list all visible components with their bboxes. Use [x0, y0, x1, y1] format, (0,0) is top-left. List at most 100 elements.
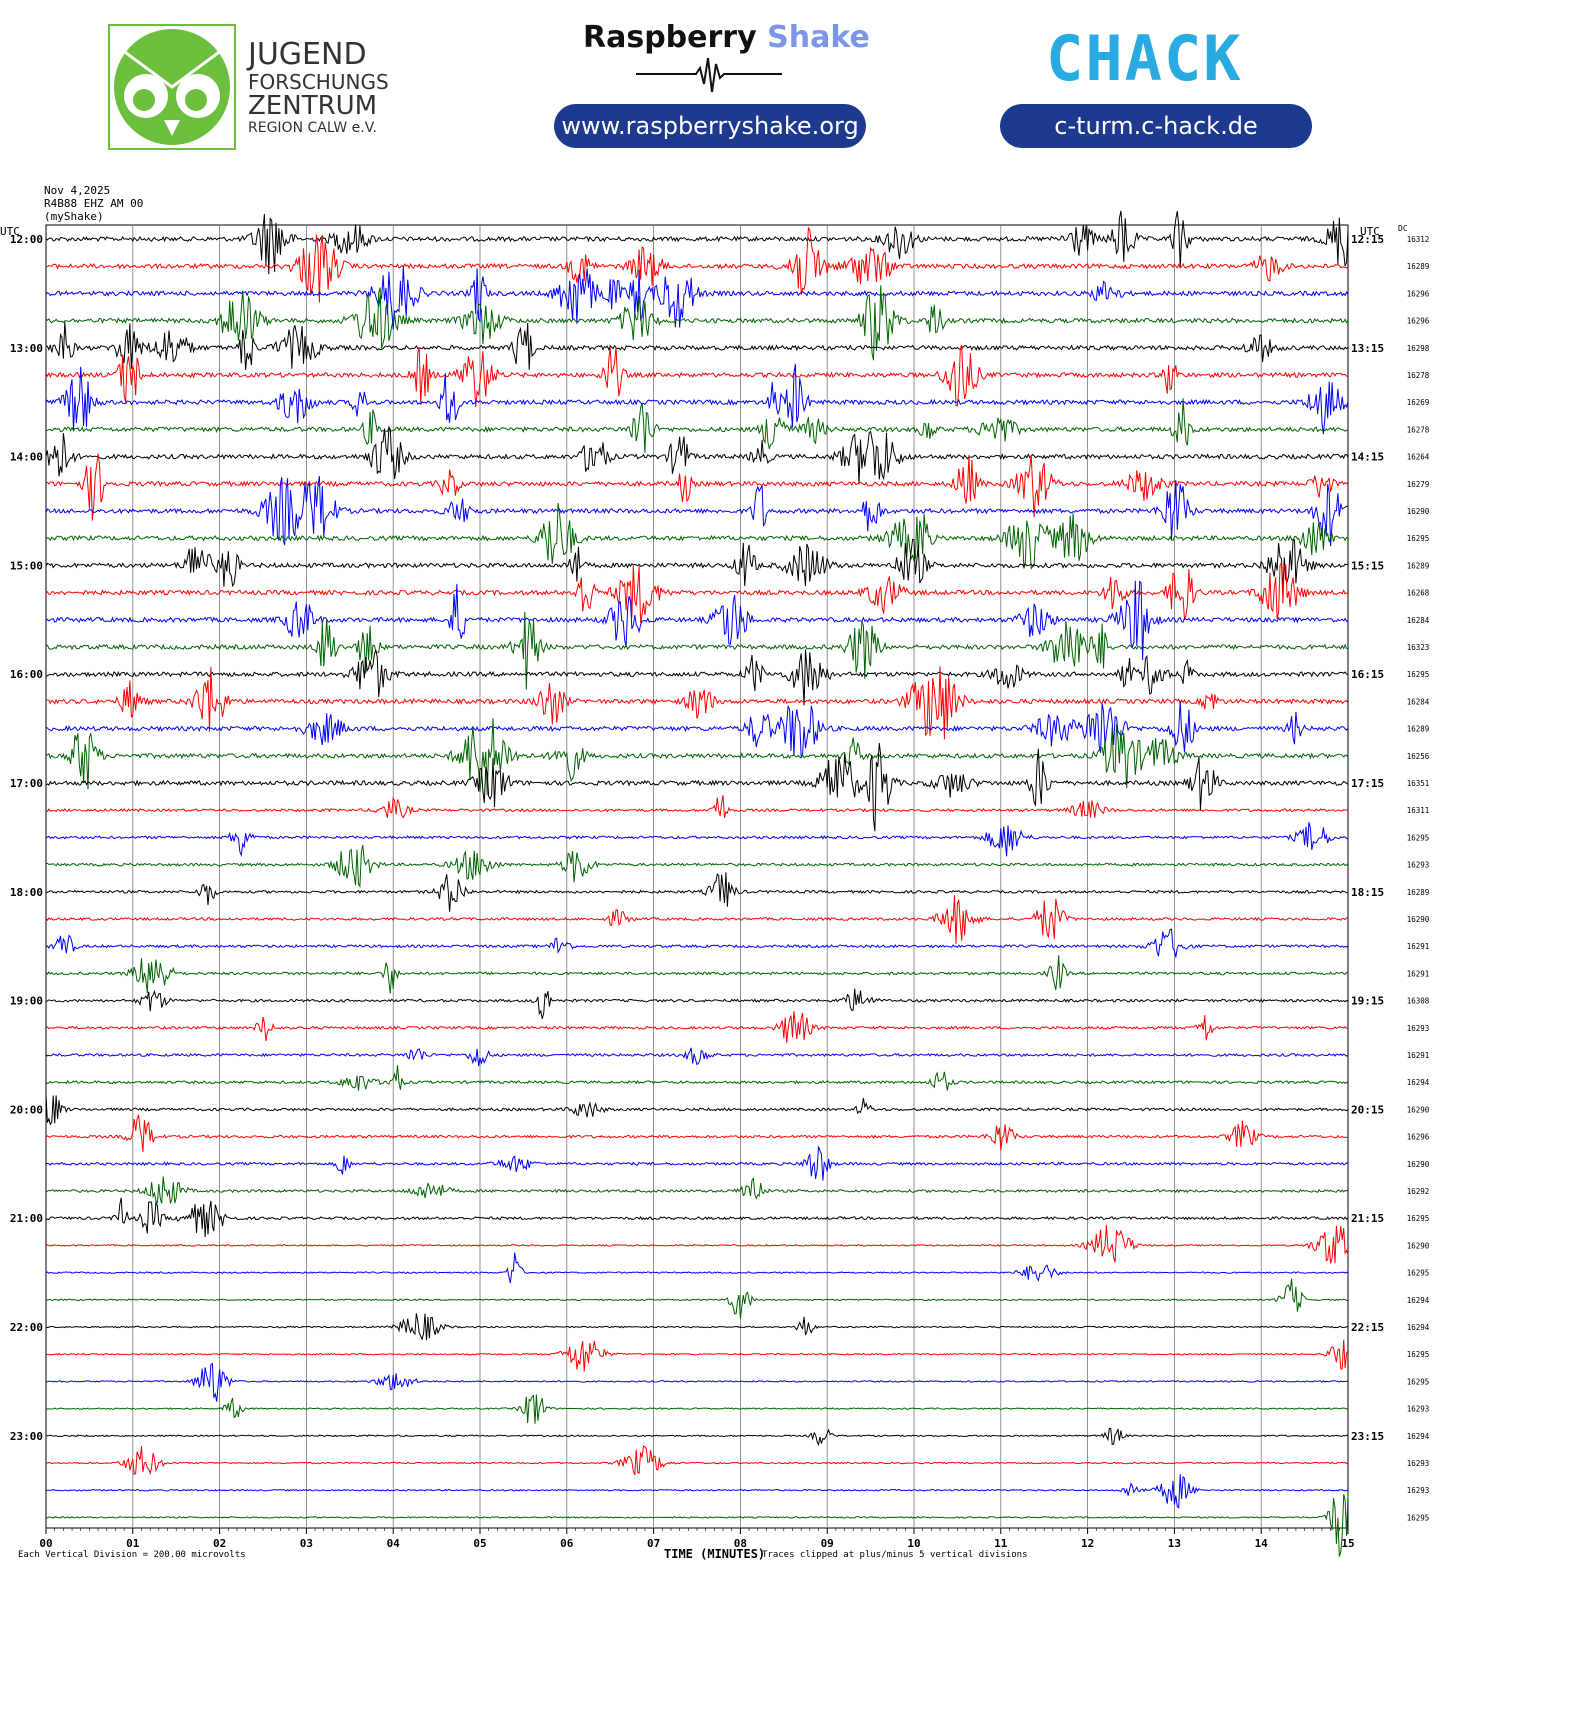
dc-offset-label: 16284: [1407, 697, 1430, 706]
hour-label-right: 22:15: [1351, 1321, 1384, 1334]
x-tick-label: 06: [560, 1537, 574, 1550]
chack-url-link[interactable]: c-turm.c-hack.de: [1000, 104, 1312, 148]
trace-27: [45, 928, 1349, 958]
dc-offset-label: 16295: [1407, 1513, 1430, 1522]
dc-offset-label: 16289: [1407, 888, 1430, 897]
dc-offset-label: 16293: [1407, 1459, 1430, 1468]
trace-24: [45, 844, 1349, 888]
dc-offset-label: 16256: [1407, 752, 1430, 761]
dc-offset-label: 16290: [1407, 1241, 1430, 1250]
dc-offset-label: 16269: [1407, 398, 1430, 407]
trace-3: [45, 265, 1349, 330]
trace-32: [45, 1065, 1349, 1091]
hour-label-right: 17:15: [1351, 777, 1384, 790]
dc-offset-label: 16294: [1407, 1323, 1430, 1332]
x-tick-label: 00: [39, 1537, 52, 1550]
dc-offset-label: 16296: [1407, 289, 1430, 298]
dc-offset-label: 16291: [1407, 1051, 1430, 1060]
dc-offset-label: 16295: [1407, 1269, 1430, 1278]
hour-label-right: 14:15: [1351, 451, 1384, 464]
dc-offset-label: 16298: [1407, 344, 1430, 353]
dc-offset-label: 16295: [1407, 1350, 1430, 1359]
x-tick-label: 15: [1341, 1537, 1354, 1550]
trace-44: [45, 1394, 1348, 1424]
x-tick-label: 05: [473, 1537, 486, 1550]
hour-label-right: 12:15: [1351, 233, 1384, 246]
dc-offset-label: 16290: [1407, 915, 1430, 924]
trace-13: [45, 538, 1349, 589]
trace-20: [45, 718, 1349, 796]
x-tick-label: 07: [647, 1537, 660, 1550]
rs-word2: Shake: [767, 20, 870, 55]
trace-26: [45, 895, 1349, 945]
hour-label-left: 23:00: [10, 1430, 43, 1443]
trace-4: [45, 285, 1349, 361]
dc-offset-label: 16294: [1407, 1432, 1430, 1441]
trace-12: [45, 502, 1349, 570]
hour-label-left: 16:00: [10, 668, 43, 681]
x-tick-label: 14: [1255, 1537, 1269, 1550]
x-tick-label: 09: [821, 1537, 834, 1550]
x-tick-label: 12: [1081, 1537, 1094, 1550]
dc-offset-label: 16323: [1407, 643, 1430, 652]
seismogram-icon: [636, 57, 782, 93]
raspberryshake-url-link[interactable]: www.raspberryshake.org: [554, 104, 866, 148]
trace-11: [45, 476, 1349, 547]
hour-label-right: 18:15: [1351, 886, 1384, 899]
dc-offset-label: 16291: [1407, 942, 1430, 951]
trace-31: [45, 1047, 1349, 1067]
dc-offset-label: 16296: [1407, 317, 1430, 326]
trace-8: [45, 398, 1349, 453]
hour-label-right: 13:15: [1351, 342, 1384, 355]
xlabel: TIME (MINUTES): [664, 1547, 766, 1561]
x-tick-label: 11: [994, 1537, 1008, 1550]
trace-6: [45, 345, 1349, 407]
trace-28: [45, 955, 1349, 994]
trace-48: [45, 1492, 1349, 1557]
hour-label-right: 23:15: [1351, 1430, 1384, 1443]
hour-label-right: 16:15: [1351, 668, 1384, 681]
dc-offset-label: 16293: [1407, 1486, 1430, 1495]
trace-9: [45, 425, 1349, 485]
trace-16: [45, 611, 1349, 690]
trace-43: [45, 1362, 1349, 1402]
dc-offset-label: 16295: [1407, 534, 1430, 543]
hour-label-right: 21:15: [1351, 1212, 1384, 1225]
dc-offset-label: 16296: [1407, 1133, 1430, 1142]
plot-frame: [45, 224, 1349, 1529]
trace-29: [45, 988, 1349, 1020]
utc-left-label: UTC: [0, 225, 20, 238]
dc-offset-label: 16295: [1407, 1214, 1430, 1223]
trace-45: [45, 1427, 1349, 1447]
date-label: Nov 4,2025: [44, 184, 111, 197]
dc-offset-label: 16312: [1407, 235, 1430, 244]
dc-offset-label: 16278: [1407, 371, 1430, 380]
dc-offset-label: 16295: [1407, 670, 1430, 679]
trace-22: [45, 795, 1349, 819]
dc-offset-label: 16290: [1407, 1160, 1430, 1169]
dc-offset-label: 16311: [1407, 806, 1430, 815]
rs-word1: Raspberry: [583, 20, 757, 55]
trace-37: [45, 1197, 1349, 1238]
trace-41: [45, 1313, 1349, 1341]
trace-18: [45, 666, 1349, 740]
trace-36: [45, 1176, 1349, 1204]
hour-label-right: 19:15: [1351, 995, 1384, 1008]
dc-offset-label: 16264: [1407, 453, 1430, 462]
dc-offset-label: 16278: [1407, 425, 1430, 434]
trace-23: [45, 822, 1349, 858]
hour-label-left: 21:00: [10, 1212, 43, 1225]
hour-label-left: 18:00: [10, 886, 43, 899]
dc-offset-label: 16293: [1407, 1405, 1430, 1414]
trace-33: [45, 1094, 1349, 1126]
hour-label-left: 15:00: [10, 559, 43, 572]
dc-offset-label: 16294: [1407, 1296, 1430, 1305]
trace-7: [45, 363, 1349, 434]
trace-15: [45, 580, 1349, 661]
hour-label-left: 22:00: [10, 1321, 43, 1334]
dc-offset-label: 16293: [1407, 1024, 1430, 1033]
trace-38: [45, 1224, 1349, 1264]
x-tick-label: 01: [126, 1537, 140, 1550]
dc-offset-label: 16295: [1407, 1377, 1430, 1386]
jfz-line1: JUGEND: [248, 37, 367, 72]
